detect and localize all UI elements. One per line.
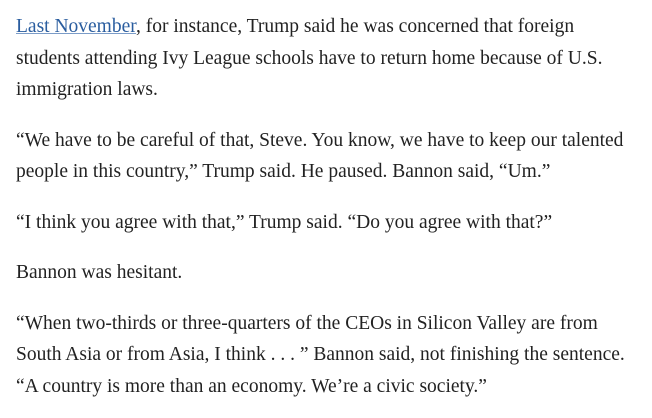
text-line: Last November, for instance, Trump said … [16,11,652,43]
paragraph: Last November, for instance, Trump said … [16,11,652,106]
text-line: “I think you agree with that,” Trump sai… [16,211,553,233]
text-line: students attending Ivy League schools ha… [16,47,603,69]
text-line: immigration laws. [16,79,158,100]
link[interactable]: Last November [16,16,136,37]
article-body: Last November, for instance, Trump said … [16,11,652,403]
paragraph: “When two-thirds or three-quarters of th… [16,308,652,403]
text: , for instance, Trump said he was concer… [135,16,575,37]
text-line: “We have to be careful of that, Steve. Y… [16,129,624,151]
paragraph: “I think you agree with that,” Trump sai… [16,207,652,239]
text-line: “When two-thirds or three-quarters of th… [16,312,598,334]
paragraph: “We have to be careful of that, Steve. Y… [16,125,652,188]
text-line: people in this country,” Trump said. He … [16,161,551,182]
paragraph: Bannon was hesitant. [16,257,652,289]
text-line: “A country is more than an economy. We’r… [16,375,487,397]
text-line: South Asia or from Asia, I think . . . ”… [16,344,625,365]
text-line: Bannon was hesitant. [16,262,183,283]
